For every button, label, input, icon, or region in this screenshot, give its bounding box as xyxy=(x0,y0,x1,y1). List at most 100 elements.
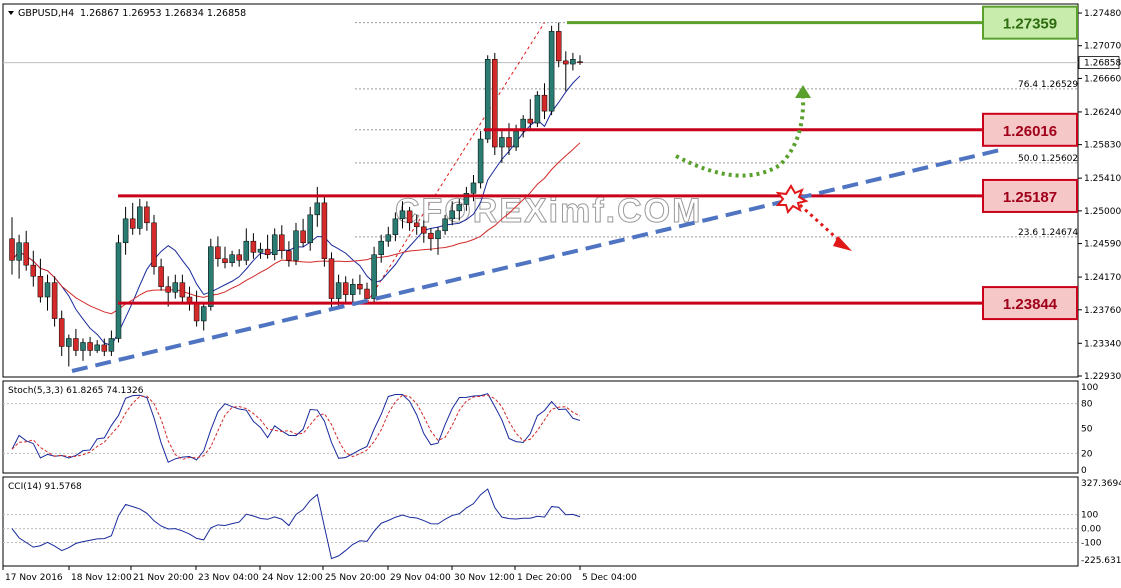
bull-candle xyxy=(257,248,264,253)
bull-candle xyxy=(307,214,313,244)
cci-line xyxy=(11,488,581,560)
bear-candle xyxy=(527,118,534,124)
bearish-arrow-head xyxy=(833,236,852,251)
bull-candle xyxy=(484,59,491,140)
bull-candle xyxy=(243,240,250,261)
bull-candle xyxy=(137,206,143,229)
bull-candle xyxy=(513,130,519,148)
bull-candle xyxy=(314,202,321,216)
bearish-forecast-arrow xyxy=(798,203,844,245)
bull-candle xyxy=(229,254,235,263)
time-tick-label: 17 Nov 2016 xyxy=(5,573,63,583)
trendline-group[interactable] xyxy=(71,148,1001,373)
level-label-box xyxy=(982,178,1078,213)
stoch-tick-label: 100 xyxy=(1081,383,1098,393)
bear-candle xyxy=(428,232,434,240)
bear-candle xyxy=(250,240,257,253)
main-price-pane[interactable] xyxy=(2,3,1079,378)
breakout-burst-icon xyxy=(775,184,809,215)
bear-candle xyxy=(87,342,93,351)
bull-candle xyxy=(399,210,406,220)
price-axis: 1.27480 1.27070 1.26660 1.26240 1.25830 1.254… xyxy=(1078,9,1121,382)
fibo-label: 76.4 1.26529 xyxy=(1018,80,1078,90)
ohlc-readout: 1.26867 1.26953 1.26834 1.26858 xyxy=(80,8,246,19)
bull-candle xyxy=(16,242,22,261)
ascending-trendline xyxy=(71,148,1001,373)
bull-candle xyxy=(435,230,441,240)
bear-candle xyxy=(179,282,186,298)
price-tick-label: 1.24590 xyxy=(1084,240,1121,250)
bear-candle xyxy=(541,94,548,112)
bull-candle xyxy=(449,210,455,220)
fibo-label: 50.0 1.25602 xyxy=(1018,154,1078,164)
cci-tick-label: -225.6319 xyxy=(1081,556,1121,566)
bull-candle xyxy=(293,230,299,261)
bull-candle xyxy=(122,218,129,244)
forecast-arrows xyxy=(675,85,852,251)
bear-candle xyxy=(577,61,583,63)
time-tick-label: 30 Nov 12:00 xyxy=(454,573,515,583)
bull-candle xyxy=(371,254,377,299)
bear-candle xyxy=(406,210,413,224)
level-labels: 1.27359 1.26016 1.25187 1.23844 xyxy=(982,5,1078,321)
bear-candle xyxy=(492,59,498,148)
level-label-1.23844: 1.23844 xyxy=(1003,296,1058,313)
price-tick-label: 1.27070 xyxy=(1084,42,1121,52)
time-axis: 17 Nov 2016 18 Nov 12:00 21 Nov 20:00 23 No… xyxy=(2,566,637,583)
level-lines xyxy=(118,21,982,305)
bear-candle xyxy=(58,318,65,347)
level-label-box xyxy=(982,286,1078,321)
time-tick-label: 1 Dec 20:00 xyxy=(517,573,572,583)
bear-candle xyxy=(9,238,15,261)
price-tick-label: 1.24170 xyxy=(1084,273,1121,283)
bear-candle xyxy=(129,218,136,229)
bull-candle xyxy=(208,246,214,307)
bull-candle xyxy=(534,94,541,124)
level-label-box xyxy=(982,112,1078,147)
fibo-diagonal xyxy=(366,22,545,303)
bear-candle xyxy=(421,226,427,234)
time-tick-label: 5 Dec 04:00 xyxy=(582,573,637,583)
price-tick-label: 1.25410 xyxy=(1084,174,1121,184)
bear-candle xyxy=(321,202,328,259)
price-tick-label: 1.23340 xyxy=(1084,339,1121,349)
stochastic-label: Stoch(5,3,3) 61.8265 74.1326 xyxy=(8,386,144,396)
level-label-1.25187: 1.25187 xyxy=(1003,189,1057,206)
bull-candle xyxy=(477,138,484,184)
bull-candle xyxy=(271,234,278,255)
bull-candle xyxy=(80,342,86,351)
symbol-dropdown-icon[interactable] xyxy=(8,11,14,15)
cci-tick-label: -100 xyxy=(1081,539,1102,549)
price-tick-label: 1.25000 xyxy=(1084,207,1121,217)
bear-candle xyxy=(506,137,512,148)
bear-candle xyxy=(555,31,562,62)
bull-candle xyxy=(470,182,477,194)
bullish-arrow-head xyxy=(795,85,811,98)
price-tick-label: 1.25830 xyxy=(1084,141,1121,151)
candles xyxy=(9,22,583,367)
bull-candle xyxy=(200,306,207,322)
bear-candle xyxy=(357,284,363,290)
symbol-label: GBPUSD,H4 xyxy=(18,8,74,19)
bear-candle xyxy=(158,266,164,287)
bull-candle xyxy=(378,240,384,255)
stoch-tick-label: 20 xyxy=(1081,449,1093,459)
stochastic-lines: 100 80 50 20 0 xyxy=(3,383,1098,476)
cci-tick-label: 327.3694 xyxy=(1081,479,1121,489)
stochastic-pane[interactable] xyxy=(2,380,1079,474)
bear-candle xyxy=(279,234,285,251)
bear-candle xyxy=(30,264,37,277)
cci-pane[interactable] xyxy=(2,476,1079,567)
bear-candle xyxy=(328,258,335,299)
bull-candle xyxy=(548,31,555,112)
price-tick-label: 1.26240 xyxy=(1084,108,1121,118)
bear-candle xyxy=(165,286,171,293)
bear-candle xyxy=(73,338,79,351)
cci-tick-label: 0.00 xyxy=(1081,525,1101,535)
stoch-signal-line xyxy=(11,394,581,460)
time-tick-label: 29 Nov 04:00 xyxy=(390,573,451,583)
bear-candle xyxy=(264,248,271,255)
level-label-1.27359: 1.27359 xyxy=(1003,16,1057,33)
watermark: CFOREXimf.COM xyxy=(395,192,702,230)
